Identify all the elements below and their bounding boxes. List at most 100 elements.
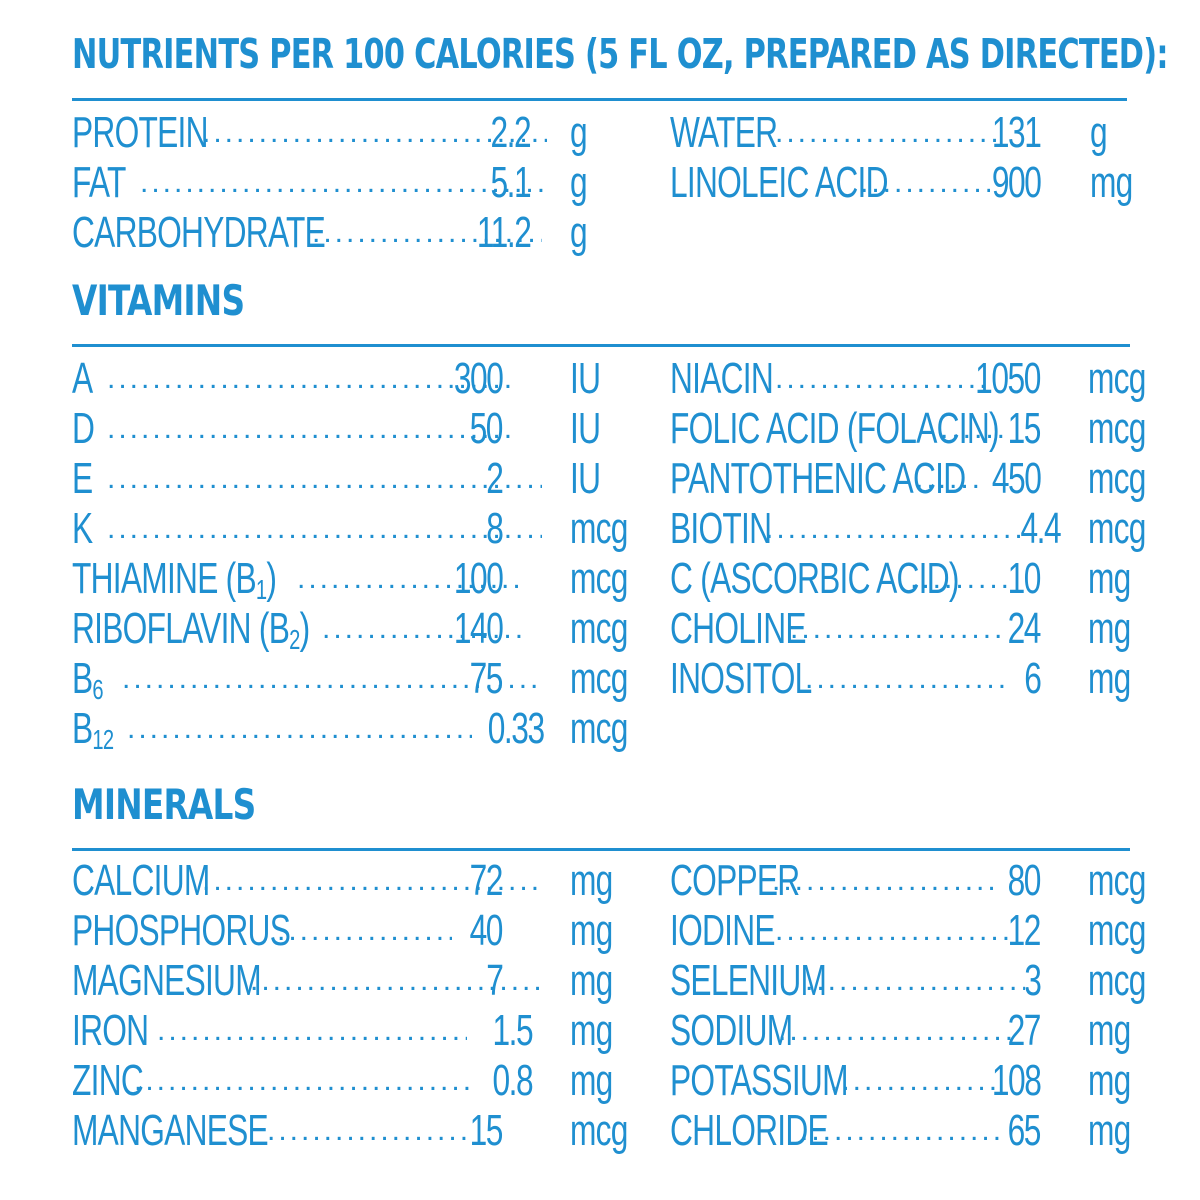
leader-dots: ...................... — [800, 1114, 1000, 1147]
vitamin-row-biotin: BIOTIN ............................... 4… — [670, 504, 1146, 554]
vitamin-row-b6: B6 .....................................… — [72, 654, 632, 705]
vitamin-row-inositol: INOSITOL ....................... 6 mg — [670, 654, 1140, 704]
nutrient-unit: IU — [570, 354, 601, 403]
nutrient-unit: mg — [570, 956, 613, 1005]
leader-dots: ............................... — [765, 512, 1025, 545]
nutrient-value: 80 — [1007, 856, 1042, 905]
leader-dots: ....................... — [805, 662, 1010, 695]
leader-dots: .......................... — [775, 116, 1000, 149]
nutrient-value: 1050 — [975, 354, 1041, 403]
title-divider — [72, 98, 1127, 101]
nutrient-label: CALCIUM — [72, 856, 210, 905]
nutrient-unit: mg — [570, 906, 613, 955]
nutrient-unit: mcg — [570, 704, 628, 753]
vitamin-row-d: D ......................................… — [72, 404, 632, 454]
nutrient-value: 72 — [469, 856, 504, 905]
nutrient-unit: mg — [1088, 654, 1131, 703]
nutrient-unit: mg — [570, 1006, 613, 1055]
nutrient-value: 450 — [991, 454, 1041, 503]
nutrient-label: D — [72, 404, 95, 453]
vitamin-row-e: E ......................................… — [72, 454, 632, 504]
nutrient-unit: mcg — [1088, 906, 1146, 955]
nutrient-unit: mcg — [570, 604, 628, 653]
leader-dots: ...................................... — [202, 116, 547, 149]
nutrient-unit: mg — [1088, 1056, 1131, 1105]
nutrient-label: THIAMINE (B1) — [72, 554, 277, 605]
leader-dots: ........................................… — [107, 412, 517, 445]
nutrient-unit: mg — [1088, 604, 1131, 653]
nutrient-label: MANGANESE — [72, 1106, 269, 1155]
leader-dots: ...................... — [267, 1114, 467, 1147]
nutrient-unit: g — [570, 208, 588, 257]
nutrient-value: 65 — [1007, 1106, 1042, 1155]
nutrient-value: 300 — [453, 354, 503, 403]
nutrient-label: IRON — [72, 1006, 149, 1055]
nutrient-unit: IU — [570, 454, 601, 503]
nutrient-unit: g — [570, 158, 588, 207]
nutrient-value: 0.8 — [492, 1056, 533, 1105]
leader-dots: ................... — [277, 914, 452, 947]
vitamin-row-folic-acid: FOLIC ACID (FOLACIN) ....... 15 mcg — [670, 404, 1146, 454]
vitamin-row-thiamine: THIAMINE (B1) ....................... 10… — [72, 554, 632, 605]
nutrient-label: E — [72, 454, 93, 503]
vitamin-row-niacin: NIACIN ......................... 1050 mc… — [670, 354, 1146, 404]
nutrient-unit: mcg — [1088, 504, 1146, 553]
vitamin-row-a: A ......................................… — [72, 354, 632, 404]
vitamin-row-vitamin-c: C (ASCORBIC ACID) ........... 10 mg — [670, 554, 1140, 604]
nutrient-value: 50 — [469, 404, 504, 453]
nutrient-label: ZINC — [72, 1056, 144, 1105]
leader-dots: ....................... — [297, 562, 522, 595]
nutrient-value: 6 — [1023, 654, 1042, 703]
nutrient-value: 12 — [1007, 906, 1042, 955]
mineral-row-calcium: CALCIUM ................................… — [72, 856, 632, 906]
nutrient-row-carbohydrate: CARBOHYDRATE .......................... … — [72, 208, 592, 258]
nutrient-label: FOLIC ACID (FOLACIN) — [670, 404, 1000, 453]
mineral-row-chloride: CHLORIDE ...................... 65 mg — [670, 1106, 1140, 1156]
leader-dots: ...................................... — [134, 1064, 469, 1097]
nutrient-value: 40 — [469, 906, 504, 955]
nutrient-unit: mcg — [570, 1106, 628, 1155]
nutrient-value: 27 — [1007, 1006, 1042, 1055]
nutrient-value: 3 — [1023, 956, 1042, 1005]
mineral-row-selenium: SELENIUM ........................ 3 mcg — [670, 956, 1146, 1006]
vitamin-row-pantothenic-acid: PANTOTHENIC ACID ....... 450 mcg — [670, 454, 1146, 504]
nutrient-value: 24 — [1007, 604, 1042, 653]
nutrient-unit: IU — [570, 404, 601, 453]
leader-dots: ....... — [940, 412, 1010, 445]
nutrient-unit: mcg — [1088, 404, 1146, 453]
nutrient-label: WATER — [670, 108, 778, 157]
nutrient-label: K — [72, 504, 93, 553]
nutrient-value: 8 — [485, 504, 504, 553]
leader-dots: ........................................… — [107, 462, 542, 495]
mineral-row-copper: COPPER ......................... 80 mcg — [670, 856, 1146, 906]
nutrient-label: FAT — [72, 158, 126, 207]
nutrient-label: SELENIUM — [670, 956, 827, 1005]
vitamin-row-k: K ......................................… — [72, 504, 632, 554]
mineral-row-sodium: SODIUM .......................... 27 mg — [670, 1006, 1140, 1056]
nutrient-value: 131 — [991, 108, 1041, 157]
nutrient-row-water: WATER .......................... 131 g — [670, 108, 1130, 158]
nutrient-label: B12 — [72, 704, 114, 755]
nutrient-label: CHLORIDE — [670, 1106, 829, 1155]
nutrient-label: NIACIN — [670, 354, 774, 403]
mineral-row-iodine: IODINE .......................... 12 mcg — [670, 906, 1146, 956]
nutrient-unit: mcg — [1088, 956, 1146, 1005]
leader-dots: ..................................... — [127, 712, 472, 745]
nutrient-value: 15 — [469, 1106, 504, 1155]
mineral-row-potassium: POTASSIUM ................... 108 mg — [670, 1056, 1140, 1106]
vitamin-row-choline: CHOLINE ........................ 24 mg — [670, 604, 1140, 654]
nutrient-label: CHOLINE — [670, 604, 807, 653]
vitamin-row-b12: B12 ....................................… — [72, 704, 632, 755]
nutrient-value: 4.4 — [1020, 504, 1061, 553]
nutrient-value: 10 — [1007, 554, 1042, 603]
nutrient-label: COPPER — [670, 856, 800, 905]
leader-dots: ..................... — [322, 612, 522, 645]
mineral-row-zinc: ZINC ...................................… — [72, 1056, 632, 1106]
nutrient-unit: mg — [1088, 1106, 1131, 1155]
nutrient-unit: mg — [1090, 158, 1133, 207]
nutrient-unit: mcg — [570, 504, 628, 553]
nutrient-value: 1.5 — [492, 1006, 533, 1055]
mineral-row-manganese: MANGANESE ...................... 15 mcg — [72, 1106, 632, 1156]
nutrient-value: 140 — [453, 604, 503, 653]
